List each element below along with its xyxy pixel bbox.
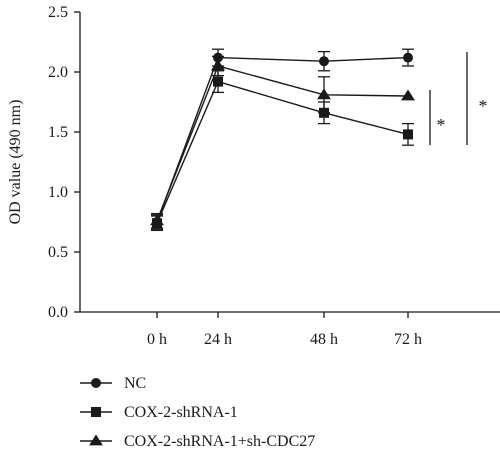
axes xyxy=(74,11,500,318)
y-axis-label: OD value (490 nm) xyxy=(7,100,24,225)
series-layer xyxy=(150,48,415,232)
series-line xyxy=(156,56,409,223)
x-tick-label: 24 h xyxy=(204,331,232,348)
x-tick-label: 48 h xyxy=(310,331,338,348)
significance-star: * xyxy=(479,96,488,116)
data-point xyxy=(403,52,413,63)
data-point xyxy=(319,56,329,67)
series-line xyxy=(156,65,409,222)
x-tick-label: 0 h xyxy=(147,331,167,348)
y-tick-label: 2.5 xyxy=(48,4,68,21)
data-point xyxy=(211,59,225,71)
legend: NC COX-2-shRNA-1 COX-2-shRNA-1+sh-CDC27 xyxy=(80,375,315,450)
legend-marker-circle xyxy=(91,378,101,388)
data-point xyxy=(401,89,415,101)
y-tick-label: 0.5 xyxy=(48,244,68,261)
y-tick-labels: 0.0 0.5 1.0 1.5 2.0 2.5 xyxy=(48,4,68,321)
y-tick-label: 1.0 xyxy=(48,184,68,201)
legend-marker-triangle xyxy=(89,434,103,446)
y-tick-label: 2.0 xyxy=(48,64,68,81)
series-square xyxy=(151,70,414,232)
legend-label: NC xyxy=(124,375,146,392)
data-point xyxy=(150,214,164,226)
legend-marker-square xyxy=(91,407,101,417)
x-tick-labels: 0 h 24 h 48 h 72 h xyxy=(147,331,422,348)
series-triangle xyxy=(150,55,415,229)
y-tick-label: 1.5 xyxy=(48,124,68,141)
y-tick-label: 0.0 xyxy=(48,304,68,321)
data-point xyxy=(317,88,331,100)
significance-star: * xyxy=(437,115,446,135)
data-point xyxy=(403,129,413,140)
significance-annotations: ** xyxy=(429,52,488,145)
x-tick-label: 72 h xyxy=(394,331,422,348)
legend-label: COX-2-shRNA-1+sh-CDC27 xyxy=(124,433,315,450)
series-line xyxy=(156,80,409,224)
series-circle xyxy=(151,48,414,230)
data-point xyxy=(213,76,223,87)
legend-label: COX-2-shRNA-1 xyxy=(124,404,238,421)
